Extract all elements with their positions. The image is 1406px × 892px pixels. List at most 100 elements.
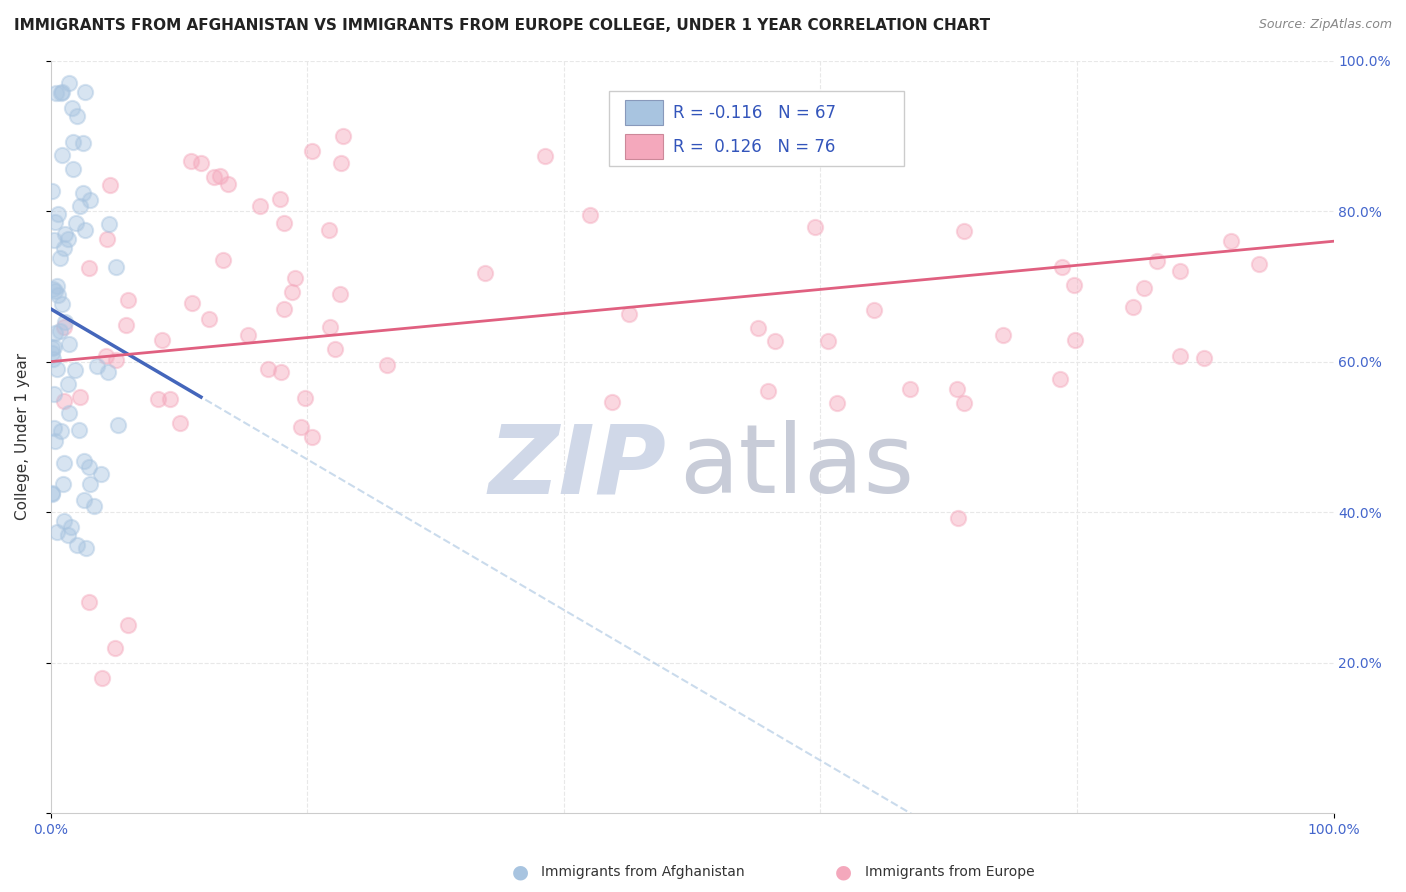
Point	[117, 293, 139, 308]
Point	[42, 351, 65, 366]
Point	[1170, 350, 1192, 364]
Point	[249, 199, 271, 213]
Point	[83, 499, 105, 513]
Point	[77, 261, 100, 276]
Point	[825, 396, 848, 410]
Point	[952, 396, 974, 410]
Point	[75, 223, 97, 237]
Point	[474, 266, 496, 280]
Point	[756, 384, 779, 398]
Text: R = -0.116   N = 67: R = -0.116 N = 67	[673, 104, 837, 122]
Point	[617, 307, 640, 321]
Point	[217, 177, 239, 191]
Point	[329, 155, 352, 169]
Point	[318, 223, 340, 237]
Point	[73, 454, 96, 468]
Point	[42, 421, 65, 435]
Point	[1192, 351, 1215, 366]
Point	[107, 418, 129, 433]
Point	[169, 416, 191, 430]
Point	[79, 193, 101, 207]
Point	[41, 341, 63, 355]
Point	[181, 296, 204, 310]
Point	[58, 337, 80, 351]
Point	[284, 270, 307, 285]
Point	[58, 406, 80, 420]
Point	[1049, 372, 1071, 386]
Point	[52, 394, 75, 409]
Point	[1168, 264, 1191, 278]
Point	[53, 456, 76, 470]
Point	[73, 86, 96, 100]
FancyBboxPatch shape	[626, 134, 662, 159]
Text: Immigrants from Afghanistan: Immigrants from Afghanistan	[541, 865, 745, 880]
Point	[96, 232, 118, 246]
Text: R =  0.126   N = 76: R = 0.126 N = 76	[673, 138, 835, 156]
Point	[1063, 333, 1085, 347]
Point	[79, 595, 101, 609]
Point	[97, 365, 120, 379]
Point	[53, 514, 76, 528]
Point	[114, 318, 136, 333]
Point	[863, 303, 886, 318]
Point	[46, 207, 69, 221]
Point	[533, 149, 555, 163]
Point	[150, 333, 173, 347]
Point	[46, 278, 69, 293]
Point	[600, 395, 623, 409]
Point	[208, 169, 231, 184]
Point	[45, 87, 67, 101]
Point	[1063, 277, 1085, 292]
Y-axis label: College, Under 1 year: College, Under 1 year	[15, 353, 30, 520]
Point	[58, 76, 80, 90]
Point	[294, 391, 316, 405]
Point	[63, 363, 86, 377]
Point	[1146, 253, 1168, 268]
Point	[62, 162, 84, 177]
Point	[190, 155, 212, 169]
Point	[1122, 300, 1144, 314]
Point	[763, 334, 786, 348]
Point	[301, 430, 323, 444]
Point	[90, 467, 112, 482]
Point	[953, 224, 976, 238]
Point	[117, 618, 139, 632]
Point	[59, 520, 82, 534]
Text: Source: ZipAtlas.com: Source: ZipAtlas.com	[1258, 18, 1392, 31]
Point	[198, 312, 221, 326]
Point	[72, 186, 94, 201]
Point	[1219, 234, 1241, 248]
Text: IMMIGRANTS FROM AFGHANISTAN VS IMMIGRANTS FROM EUROPE COLLEGE, UNDER 1 YEAR CORR: IMMIGRANTS FROM AFGHANISTAN VS IMMIGRANT…	[14, 18, 990, 33]
Text: atlas: atlas	[679, 420, 914, 514]
Point	[329, 287, 352, 301]
Point	[69, 199, 91, 213]
Point	[41, 184, 63, 198]
Point	[104, 640, 127, 655]
Point	[817, 334, 839, 349]
Point	[803, 220, 825, 235]
Point	[94, 350, 117, 364]
Point	[56, 377, 79, 392]
Point	[273, 216, 295, 230]
Point	[66, 109, 89, 123]
Point	[65, 537, 87, 551]
Point	[62, 135, 84, 149]
Point	[98, 178, 121, 193]
Point	[45, 525, 67, 540]
Point	[290, 420, 312, 434]
Point	[301, 144, 323, 158]
Point	[104, 352, 127, 367]
Text: ZIP: ZIP	[489, 420, 666, 514]
Point	[1132, 281, 1154, 295]
Point	[44, 233, 66, 247]
Point	[318, 319, 340, 334]
Point	[238, 327, 260, 342]
Point	[41, 485, 63, 500]
Point	[159, 392, 181, 407]
Point	[51, 297, 73, 311]
Point	[46, 362, 69, 376]
Point	[993, 328, 1015, 343]
Point	[41, 346, 63, 360]
Point	[898, 382, 921, 396]
Point	[269, 192, 291, 206]
